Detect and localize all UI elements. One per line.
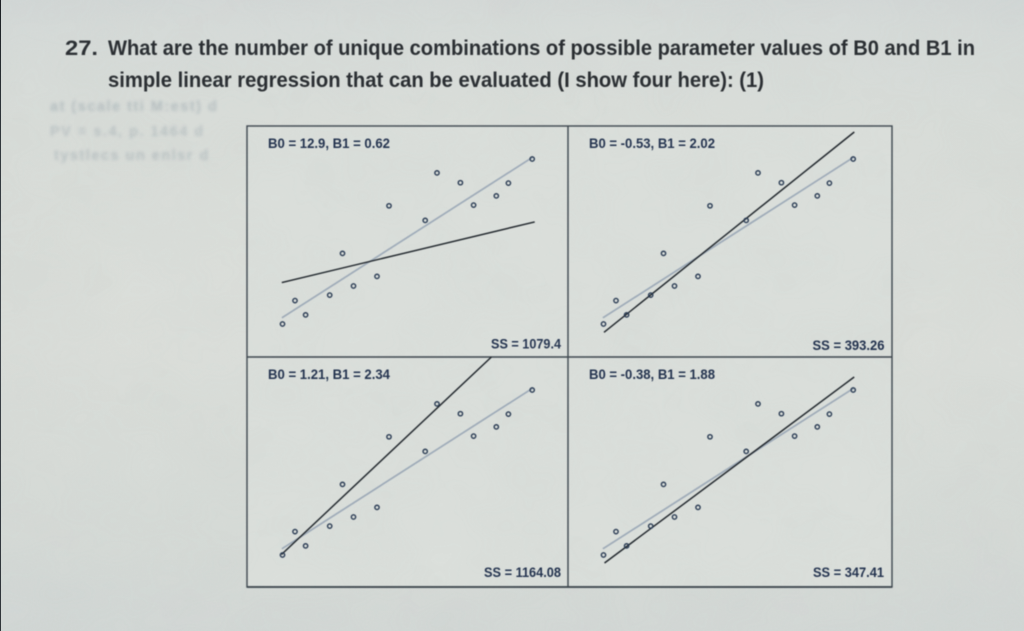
svg-text:SS = 393.26: SS = 393.26 [813, 337, 885, 353]
svg-text:simple linear regression that: simple linear regression that can be eva… [108, 68, 764, 92]
svg-text:B0 = -0.38, B1 = 1.88: B0 = -0.38, B1 = 1.88 [589, 366, 715, 382]
svg-text:B0 = 1.21, B1 = 2.34: B0 = 1.21, B1 = 2.34 [268, 366, 390, 382]
svg-text:SS = 347.41: SS = 347.41 [813, 564, 884, 580]
svg-text:B0 = -0.53, B1 = 2.02: B0 = -0.53, B1 = 2.02 [589, 135, 715, 151]
svg-text:27.: 27. [65, 36, 98, 60]
svg-text:B0 = 12.9, B1 = 0.62: B0 = 12.9, B1 = 0.62 [268, 135, 390, 151]
svg-text:SS = 1164.08: SS = 1164.08 [484, 564, 561, 580]
svg-text:SS = 1079.4: SS = 1079.4 [491, 336, 561, 352]
svg-text:What are the number of unique: What are the number of unique combinatio… [108, 36, 975, 60]
